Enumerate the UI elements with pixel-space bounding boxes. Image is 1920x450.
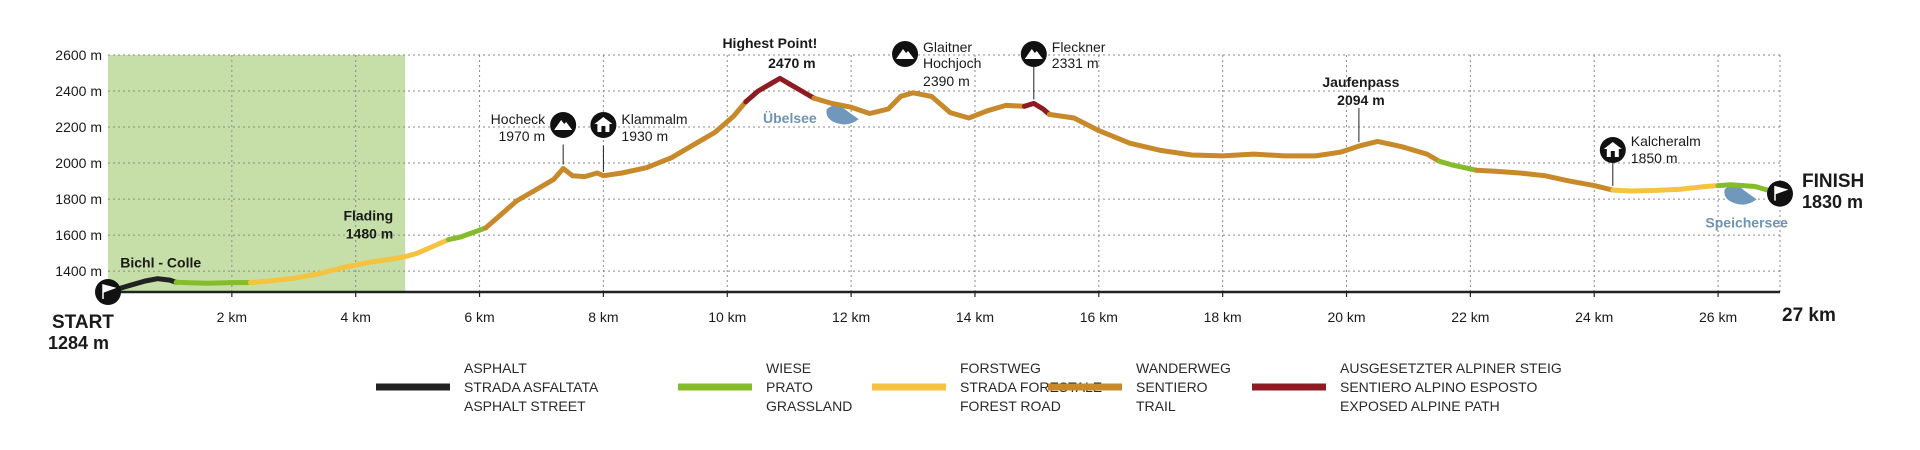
legend-text-grassland: WIESE (766, 360, 811, 376)
x-tick-label: 12 km (832, 309, 870, 325)
finish-flag-icon (1767, 180, 1793, 207)
legend-text-asphalt: ASPHALT (464, 360, 527, 376)
hut-icon (1599, 137, 1626, 163)
waypoint-label-flading: Flading (343, 208, 393, 224)
start-elevation: 1284 m (48, 333, 109, 353)
profile-segment-grassland (446, 225, 489, 243)
y-tick-label: 1400 m (55, 263, 102, 279)
waypoint-elevation-glaitner: 2390 m (923, 73, 970, 89)
x-tick-label: 16 km (1080, 309, 1118, 325)
y-tick-label: 2200 m (55, 119, 102, 135)
x-tick-label: 10 km (708, 309, 746, 325)
legend: ASPHALT STRADA ASFALTATA ASPHALT STREET WIE… (376, 360, 1562, 414)
waypoint-label-bichl: Bichl - Colle (120, 255, 201, 271)
profile-segment-trail (1046, 111, 1442, 164)
legend-text-exposed: EXPOSED ALPINE PATH (1340, 398, 1500, 414)
legend-text-forest_road: STRADA FORESTALE (960, 379, 1102, 395)
legend-text-forest_road: FORSTWEG (960, 360, 1041, 376)
profile-line (105, 75, 1783, 295)
y-tick-label: 1600 m (55, 227, 102, 243)
waypoint-label-hochjoch: Hochjoch (923, 55, 981, 71)
waypoint-label-fleckner: Fleckner (1052, 39, 1106, 55)
profile-segment-forest_road (247, 237, 452, 285)
hut-icon-door (601, 126, 606, 132)
waypoint-label-glaitner: Glaitner (923, 39, 972, 55)
mountain-icon (892, 41, 919, 67)
profile-segment-trail (1474, 167, 1616, 193)
profile-segment-exposed (1022, 100, 1052, 117)
waypoint-label-klammalm: Klammalm (621, 111, 687, 127)
waypoint-elevation-klammalm: 1930 m (621, 128, 668, 144)
waypoint-elevation-flading: 1480 m (346, 226, 393, 242)
x-tick-label: 18 km (1204, 309, 1242, 325)
waypoint-label-highest: Highest Point! (722, 35, 817, 51)
waypoint-label-jaufenpass: Jaufenpass (1322, 74, 1399, 90)
y-tick-label: 1800 m (55, 191, 102, 207)
waypoint-elevation-fleckner: 2331 m (1052, 55, 1099, 71)
x-tick-label: 4 km (341, 309, 371, 325)
mountain-icon (550, 112, 577, 138)
legend-text-asphalt: ASPHALT STREET (464, 398, 586, 414)
legend-text-trail: TRAIL (1136, 398, 1176, 414)
profile-segment-exposed (743, 75, 817, 105)
lake-shape (1724, 185, 1757, 205)
y-tick-label: 2600 m (55, 47, 102, 63)
legend-text-trail: WANDERWEG (1136, 360, 1231, 376)
profile-segment-asphalt (105, 276, 179, 295)
legend-text-asphalt: STRADA ASFALTATA (464, 379, 599, 395)
legend-text-forest_road: FOREST ROAD (960, 398, 1061, 414)
x-tick-label: 6 km (464, 309, 494, 325)
x-tick-label: 2 km (217, 309, 247, 325)
waypoint-elevation-highest: 2470 m (768, 55, 815, 71)
finish-flag-icon-flag (1774, 185, 1789, 201)
mountain-icon (1020, 41, 1047, 67)
lake-label-uebelsee: Übelsee (763, 110, 817, 126)
y-tick-label: 2000 m (55, 155, 102, 171)
profile-segment-trail (483, 99, 749, 231)
lake-shape (826, 105, 859, 125)
x-tick-label: 24 km (1575, 309, 1613, 325)
finish-distance: 27 km (1782, 305, 1836, 326)
waypoint-elevation-jaufenpass: 2094 m (1337, 92, 1384, 108)
hut-icon-roof (1603, 142, 1622, 149)
finish-label: FINISH (1802, 171, 1864, 192)
start-flag-icon (95, 279, 121, 305)
lake-label-speichersee: Speichersee (1705, 214, 1788, 230)
profile-segment-trail (811, 90, 1027, 121)
y-tick-label: 2400 m (55, 83, 102, 99)
x-tick-label: 26 km (1699, 309, 1737, 325)
grid-lines (108, 54, 1781, 292)
hut-icon (590, 112, 617, 138)
legend-text-exposed: SENTIERO ALPINO ESPOSTO (1340, 379, 1537, 395)
mountain-icon-peak (554, 120, 573, 130)
x-tick-label: 8 km (588, 309, 618, 325)
legend-text-exposed: AUSGESETZTER ALPINER STEIG (1340, 360, 1562, 376)
mountain-icon-peak (896, 49, 915, 59)
legend-text-grassland: GRASSLAND (766, 398, 852, 414)
profile-segment-grassland (1436, 158, 1480, 173)
legend-text-grassland: PRATO (766, 379, 813, 395)
waypoint-elevation-kalcheralm: 1850 m (1631, 150, 1678, 166)
highlight-region (108, 55, 406, 292)
x-tick-label: 20 km (1327, 309, 1365, 325)
x-tick-label: 22 km (1451, 309, 1489, 325)
waypoint-label-hocheck: Hocheck (491, 111, 546, 127)
hut-icon-door (1610, 151, 1615, 157)
waypoint-elevation-hocheck: 1970 m (498, 128, 545, 144)
start-flag-icon-flag (102, 284, 117, 299)
mountain-icon-peak (1024, 49, 1043, 59)
x-tick-label: 14 km (956, 309, 994, 325)
waypoint-label-kalcheralm: Kalcheralm (1631, 133, 1701, 149)
hut-icon-roof (594, 117, 613, 124)
legend-text-trail: SENTIERO (1136, 379, 1208, 395)
profile-segment-grassland (173, 279, 253, 286)
profile-segment-forest_road (1610, 183, 1721, 194)
start-label: START (52, 312, 114, 333)
finish-elevation: 1830 m (1802, 192, 1863, 212)
